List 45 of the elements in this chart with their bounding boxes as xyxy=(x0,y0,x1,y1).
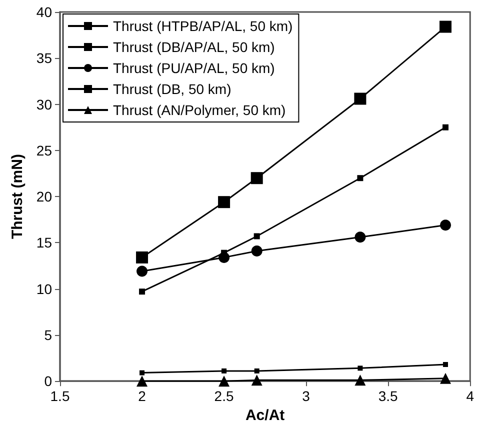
x-tick-label: 1.5 xyxy=(50,388,70,404)
point xyxy=(251,245,262,256)
point xyxy=(218,376,230,387)
point xyxy=(357,175,364,182)
y-tick-label: 5 xyxy=(44,326,52,343)
point xyxy=(136,376,148,387)
point xyxy=(358,366,363,371)
y-tick-label: 30 xyxy=(36,96,52,112)
point xyxy=(440,220,451,231)
legend-label: Thrust (AN/Polymer, 50 km) xyxy=(113,102,286,118)
y-axis-title: Thrust (mN) xyxy=(9,154,26,240)
legend-label: Thrust (DB/AP/AL, 50 km) xyxy=(113,39,275,55)
point xyxy=(250,172,263,184)
x-tick-label: 4 xyxy=(466,388,474,404)
legend-label: Thrust (PU/AP/AL, 50 km) xyxy=(113,60,275,76)
point xyxy=(139,288,146,295)
point xyxy=(443,362,448,367)
point xyxy=(440,20,452,33)
x-tick-label: 3 xyxy=(302,388,310,404)
y-tick-label: 25 xyxy=(36,142,52,158)
y-tick-label: 0 xyxy=(44,373,52,390)
point xyxy=(222,368,227,374)
point xyxy=(140,370,145,376)
x-tick-label: 2 xyxy=(138,388,146,404)
x-axis-title: Ac/At xyxy=(245,407,285,424)
point xyxy=(136,251,148,264)
point xyxy=(442,124,448,130)
point xyxy=(354,92,366,105)
point xyxy=(254,233,260,240)
y-tick-label: 40 xyxy=(36,4,52,20)
legend-label: Thrust (DB, 50 km) xyxy=(113,81,232,97)
point xyxy=(218,196,230,208)
y-tick-label: 20 xyxy=(36,188,52,205)
y-tick-label: 35 xyxy=(36,50,52,66)
point xyxy=(440,372,451,384)
x-tick-label: 2.5 xyxy=(214,388,234,404)
point xyxy=(251,374,262,386)
y-tick-label: 10 xyxy=(36,280,52,297)
point xyxy=(254,368,260,374)
point xyxy=(354,374,366,386)
x-tick-label: 3.5 xyxy=(378,388,398,404)
point xyxy=(354,232,366,243)
legend-label: Thrust (HTPB/AP/AL, 50 km) xyxy=(113,18,293,34)
point xyxy=(136,266,148,277)
y-tick-label: 15 xyxy=(36,234,52,251)
